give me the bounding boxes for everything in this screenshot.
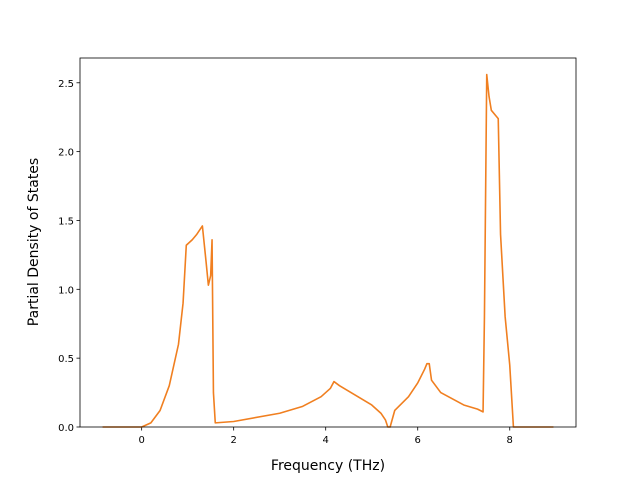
x-tick-label: 6 [415, 435, 421, 446]
x-tick-label: 8 [507, 435, 513, 446]
x-tick-label: 2 [230, 435, 236, 446]
y-tick-label: 2.5 [58, 79, 74, 90]
x-tick-label: 4 [323, 435, 329, 446]
y-tick-label: 0.0 [58, 423, 74, 434]
x-axis-label: Frequency (THz) [271, 458, 385, 474]
y-tick-label: 0.5 [58, 354, 74, 365]
y-tick-label: 2.0 [58, 148, 74, 159]
plot-frame [79, 57, 577, 428]
line [102, 73, 554, 428]
y-tick-label: 1.0 [58, 285, 74, 296]
y-axis-label: Partial Density of States [26, 158, 42, 326]
y-tick-label: 1.5 [58, 216, 74, 227]
x-tick-label: 0 [138, 435, 144, 446]
